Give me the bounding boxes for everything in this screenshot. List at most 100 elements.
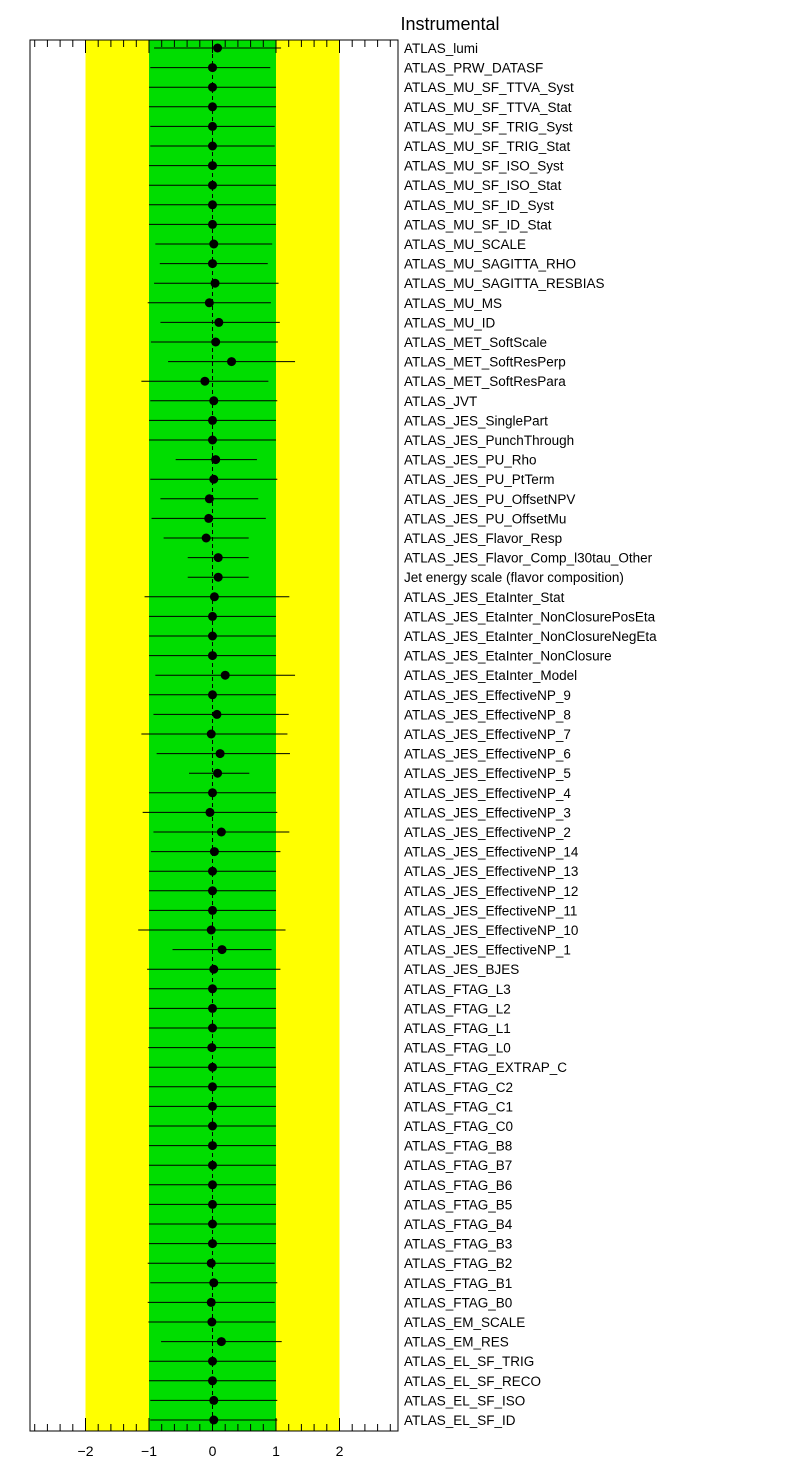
pull-marker — [213, 553, 223, 563]
pull-marker — [208, 259, 217, 269]
parameter-label: Jet energy scale (flavor composition) — [404, 570, 624, 585]
pull-marker — [208, 886, 217, 896]
pull-marker — [208, 1199, 217, 1209]
parameter-label: ATLAS_JES_EffectiveNP_7 — [404, 727, 571, 742]
pull-marker — [209, 964, 219, 974]
parameter-label: ATLAS_MU_SF_ISO_Syst — [404, 159, 564, 174]
parameter-label: ATLAS_MU_SF_ISO_Stat — [404, 178, 562, 193]
parameter-label: ATLAS_JES_EffectiveNP_5 — [404, 766, 571, 781]
pull-marker — [208, 788, 217, 798]
parameter-label: ATLAS_FTAG_B3 — [404, 1237, 512, 1252]
parameter-label: ATLAS_JES_PU_PtTerm — [404, 472, 555, 487]
parameter-label: ATLAS_PRW_DATASF — [404, 61, 543, 76]
pull-marker — [208, 651, 217, 661]
pull-point — [163, 533, 249, 543]
pull-marker — [208, 611, 217, 621]
pull-point — [149, 984, 276, 994]
parameter-label: ATLAS_JES_EffectiveNP_1 — [404, 943, 571, 958]
parameter-label: ATLAS_FTAG_L1 — [404, 1021, 511, 1036]
pull-point — [155, 239, 273, 249]
pull-point — [155, 670, 296, 680]
pull-point — [149, 180, 276, 190]
pull-point — [149, 1160, 276, 1170]
parameter-labels: ATLAS_lumi ATLAS_PRW_DATASF ATLAS_MU_SF_TT… — [404, 41, 657, 1428]
pull-point — [150, 1415, 278, 1425]
pull-point — [149, 651, 276, 661]
pull-point — [149, 866, 276, 876]
pull-point — [149, 631, 276, 641]
parameter-label: ATLAS_JES_PU_OffsetNPV — [404, 492, 575, 507]
pull-point — [187, 553, 249, 563]
pull-point — [149, 690, 276, 700]
pull-marker — [220, 670, 230, 680]
pull-marker — [211, 455, 221, 465]
pull-point — [150, 1278, 278, 1288]
parameter-label: ATLAS_FTAG_C2 — [404, 1080, 513, 1095]
parameter-label: ATLAS_MU_SF_ID_Syst — [404, 198, 554, 213]
parameter-label: ATLAS_MU_SAGITTA_RHO — [404, 257, 576, 272]
parameter-label: ATLAS_JES_EtaInter_NonClosurePosEta — [404, 609, 656, 624]
pull-marker — [209, 396, 219, 406]
pull-marker — [208, 121, 217, 131]
pull-point — [149, 161, 276, 171]
pull-point — [159, 259, 268, 269]
pull-point — [149, 1219, 276, 1229]
pull-point — [149, 905, 276, 915]
parameter-label: ATLAS_JES_EtaInter_Model — [404, 668, 577, 683]
pull-marker — [200, 376, 210, 386]
parameter-label: ATLAS_FTAG_B6 — [404, 1178, 512, 1193]
pull-marker — [208, 1376, 217, 1386]
pull-point — [150, 1395, 278, 1405]
parameter-label: ATLAS_JES_EffectiveNP_9 — [404, 688, 571, 703]
pull-point — [150, 474, 278, 484]
pull-point — [149, 1023, 276, 1033]
pull-point — [142, 807, 278, 817]
parameter-label: ATLAS_EM_SCALE — [404, 1315, 525, 1330]
parameter-label: ATLAS_EL_SF_ID — [404, 1413, 516, 1428]
pull-point — [149, 1082, 276, 1092]
pull-point — [149, 1003, 276, 1013]
pull-marker — [206, 729, 216, 739]
pull-marker — [215, 749, 225, 759]
parameter-label: ATLAS_JES_EffectiveNP_12 — [404, 884, 578, 899]
parameter-label: ATLAS_MET_SoftScale — [404, 335, 547, 350]
parameter-label: ATLAS_FTAG_EXTRAP_C — [404, 1060, 567, 1075]
x-tick-label: 2 — [336, 1443, 344, 1459]
parameter-label: ATLAS_FTAG_B8 — [404, 1139, 512, 1154]
pull-marker — [204, 513, 214, 523]
parameter-label: ATLAS_EL_SF_ISO — [404, 1393, 525, 1408]
chart-title: Instrumental — [400, 14, 499, 34]
pull-point — [154, 278, 279, 288]
pull-marker — [208, 905, 217, 915]
pull-marker — [208, 1219, 217, 1229]
pull-marker — [208, 1003, 217, 1013]
parameter-label: ATLAS_JVT — [404, 394, 477, 409]
pull-point — [149, 415, 276, 425]
pull-point — [189, 768, 250, 778]
pull-marker — [210, 278, 220, 288]
pull-marker — [214, 317, 224, 327]
parameter-label: ATLAS_MU_SAGITTA_RESBIAS — [404, 276, 605, 291]
x-tick-label: −2 — [78, 1443, 94, 1459]
pull-marker — [208, 631, 217, 641]
pull-marker — [206, 1297, 216, 1307]
pull-marker — [208, 415, 217, 425]
pull-marker — [208, 866, 217, 876]
parameter-label: ATLAS_FTAG_B1 — [404, 1276, 512, 1291]
pull-point — [147, 1258, 275, 1268]
pull-point — [187, 572, 249, 582]
x-tick-label: −1 — [141, 1443, 157, 1459]
pull-point — [168, 357, 296, 367]
frame-border — [29, 39, 399, 1432]
pull-marker — [206, 1258, 216, 1268]
parameter-label: ATLAS_FTAG_B2 — [404, 1256, 512, 1271]
pull-marker — [209, 847, 219, 857]
parameter-label: ATLAS_MU_SCALE — [404, 237, 526, 252]
pull-point — [138, 925, 286, 935]
pull-point — [150, 847, 281, 857]
parameter-label: ATLAS_JES_EffectiveNP_13 — [404, 864, 578, 879]
pull-marker — [208, 63, 217, 73]
parameter-label: ATLAS_JES_EffectiveNP_8 — [404, 707, 571, 722]
parameter-label: ATLAS_EM_RES — [404, 1335, 509, 1350]
pull-point — [150, 396, 278, 406]
